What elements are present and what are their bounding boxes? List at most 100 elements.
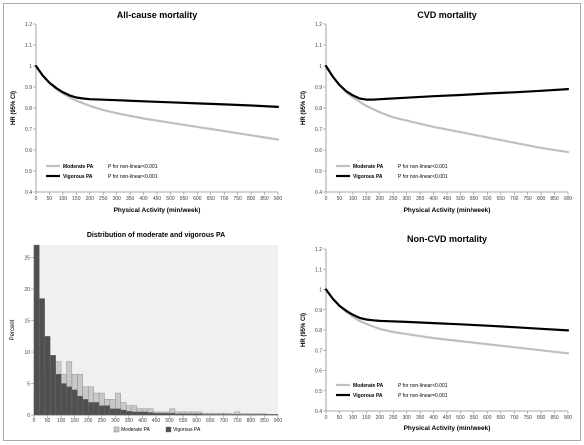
x-tick-label: 550 (470, 196, 479, 202)
chart-title: CVD mortality (417, 10, 477, 20)
x-tick-label: 650 (497, 415, 506, 421)
plot-area (326, 24, 568, 192)
bar-vigorous (82, 399, 89, 416)
legend-label: Moderate PA (121, 427, 150, 433)
bar-vigorous (272, 414, 279, 416)
x-tick-label: 750 (523, 415, 532, 421)
y-tick-label: 1.2 (315, 22, 322, 28)
x-tick-label: 550 (179, 418, 188, 424)
x-tick-label: 250 (389, 196, 398, 202)
series-line-vigorous (324, 288, 570, 332)
x-tick-label: 0 (325, 415, 328, 421)
bar-vigorous (153, 412, 159, 416)
x-tick-label: 250 (99, 196, 108, 202)
x-tick-label: 150 (72, 196, 81, 202)
x-tick-label: 100 (349, 415, 358, 421)
x-tick-label: 850 (260, 196, 269, 202)
bar-vigorous (180, 413, 186, 416)
x-tick-label: 500 (165, 418, 174, 424)
x-axis-label: Physical Activity (min/week) (404, 425, 491, 432)
y-tick-label: 1 (319, 64, 322, 70)
bar-vigorous (169, 412, 176, 416)
bar-vigorous (71, 389, 78, 416)
x-tick-label: 300 (402, 196, 411, 202)
x-tick-label: 450 (152, 418, 161, 424)
x-tick-label: 850 (550, 415, 559, 421)
x-tick-label: 50 (45, 418, 51, 424)
series-line-vigorous (324, 64, 570, 101)
bar-vigorous (250, 414, 257, 416)
bar-vigorous (191, 413, 197, 416)
bar-vigorous (223, 414, 230, 416)
x-tick-label: 850 (260, 418, 269, 424)
bar-vigorous (207, 414, 214, 416)
bar-vigorous (104, 405, 111, 416)
y-tick-label: 0.4 (315, 409, 322, 415)
y-tick-label: 0.5 (315, 389, 322, 395)
chart-title: All-cause mortality (117, 10, 198, 20)
bar-vigorous (239, 414, 246, 416)
x-tick-label: 400 (429, 415, 438, 421)
legend-label: Vigorous PA (353, 174, 383, 180)
x-tick-label: 400 (429, 196, 438, 202)
x-tick-label: 100 (59, 196, 68, 202)
x-tick-label: 650 (207, 196, 216, 202)
bar-vigorous (256, 414, 262, 416)
x-tick-label: 200 (86, 196, 95, 202)
bar-vigorous (163, 412, 170, 416)
bar-vigorous (158, 412, 165, 416)
x-tick-label: 800 (247, 196, 256, 202)
x-tick-label: 0 (325, 196, 328, 202)
bar-vigorous (50, 355, 56, 416)
y-tick-label: 1.1 (315, 267, 322, 273)
chart-title: Non-CVD mortality (407, 234, 487, 244)
y-tick-label: 0.9 (315, 308, 322, 314)
legend-annotation: P for non-linear=0.001 (398, 393, 448, 399)
x-tick-label: 350 (126, 196, 135, 202)
x-tick-label: 300 (112, 196, 121, 202)
x-tick-label: 100 (349, 196, 358, 202)
y-tick-label: 0.4 (315, 190, 322, 196)
bar-vigorous (77, 395, 83, 416)
y-tick-label: 0.9 (315, 85, 322, 91)
x-tick-label: 600 (483, 415, 492, 421)
x-tick-label: 200 (84, 418, 93, 424)
x-tick-label: 650 (206, 418, 215, 424)
x-tick-label: 700 (220, 418, 229, 424)
y-tick-label: 0.9 (25, 85, 32, 91)
bar-vigorous (218, 414, 224, 416)
y-tick-label: 15 (24, 319, 30, 325)
y-tick-label: 0.7 (315, 348, 322, 354)
y-tick-label: 1.1 (25, 43, 32, 49)
legend-annotation: P for non-linear<0.001 (398, 174, 448, 180)
bar-vigorous (174, 413, 181, 416)
x-tick-label: 700 (220, 196, 229, 202)
legend-swatch (165, 426, 172, 433)
x-tick-label: 150 (70, 418, 79, 424)
x-tick-label: 700 (510, 415, 519, 421)
y-tick-label: 1 (29, 64, 32, 70)
y-tick-label: 0.4 (25, 190, 32, 196)
x-tick-label: 450 (443, 196, 452, 202)
y-tick-label: 0.5 (25, 169, 32, 175)
x-tick-label: 750 (233, 418, 242, 424)
bar-vigorous (131, 411, 138, 416)
x-tick-label: 200 (376, 196, 385, 202)
x-tick-label: 900 (274, 196, 283, 202)
legend-annotation: P for non-linear<0.001 (108, 174, 158, 180)
y-tick-label: 0.7 (25, 127, 32, 133)
x-tick-label: 150 (362, 415, 371, 421)
bar-vigorous (98, 405, 105, 416)
bar-vigorous (147, 412, 154, 416)
x-tick-label: 900 (274, 418, 283, 424)
figure-svg: All-cause mortality 0.4 0.5 0.6 0.7 0.8 0.9 1 1.… (10, 10, 572, 433)
x-tick-label: 400 (138, 418, 147, 424)
figure-panel: All-cause mortality 0.4 0.5 0.6 0.7 0.8 0.9 1 1.… (3, 3, 581, 441)
y-tick-label: 0.8 (25, 106, 32, 112)
legend-annotation: P for non-linear<0.001 (398, 383, 448, 389)
x-tick-label: 750 (523, 196, 532, 202)
x-tick-label: 150 (362, 196, 371, 202)
bar-vigorous (115, 408, 121, 416)
legend-label: Vigorous PA (353, 393, 383, 399)
bar-vigorous (44, 336, 51, 416)
